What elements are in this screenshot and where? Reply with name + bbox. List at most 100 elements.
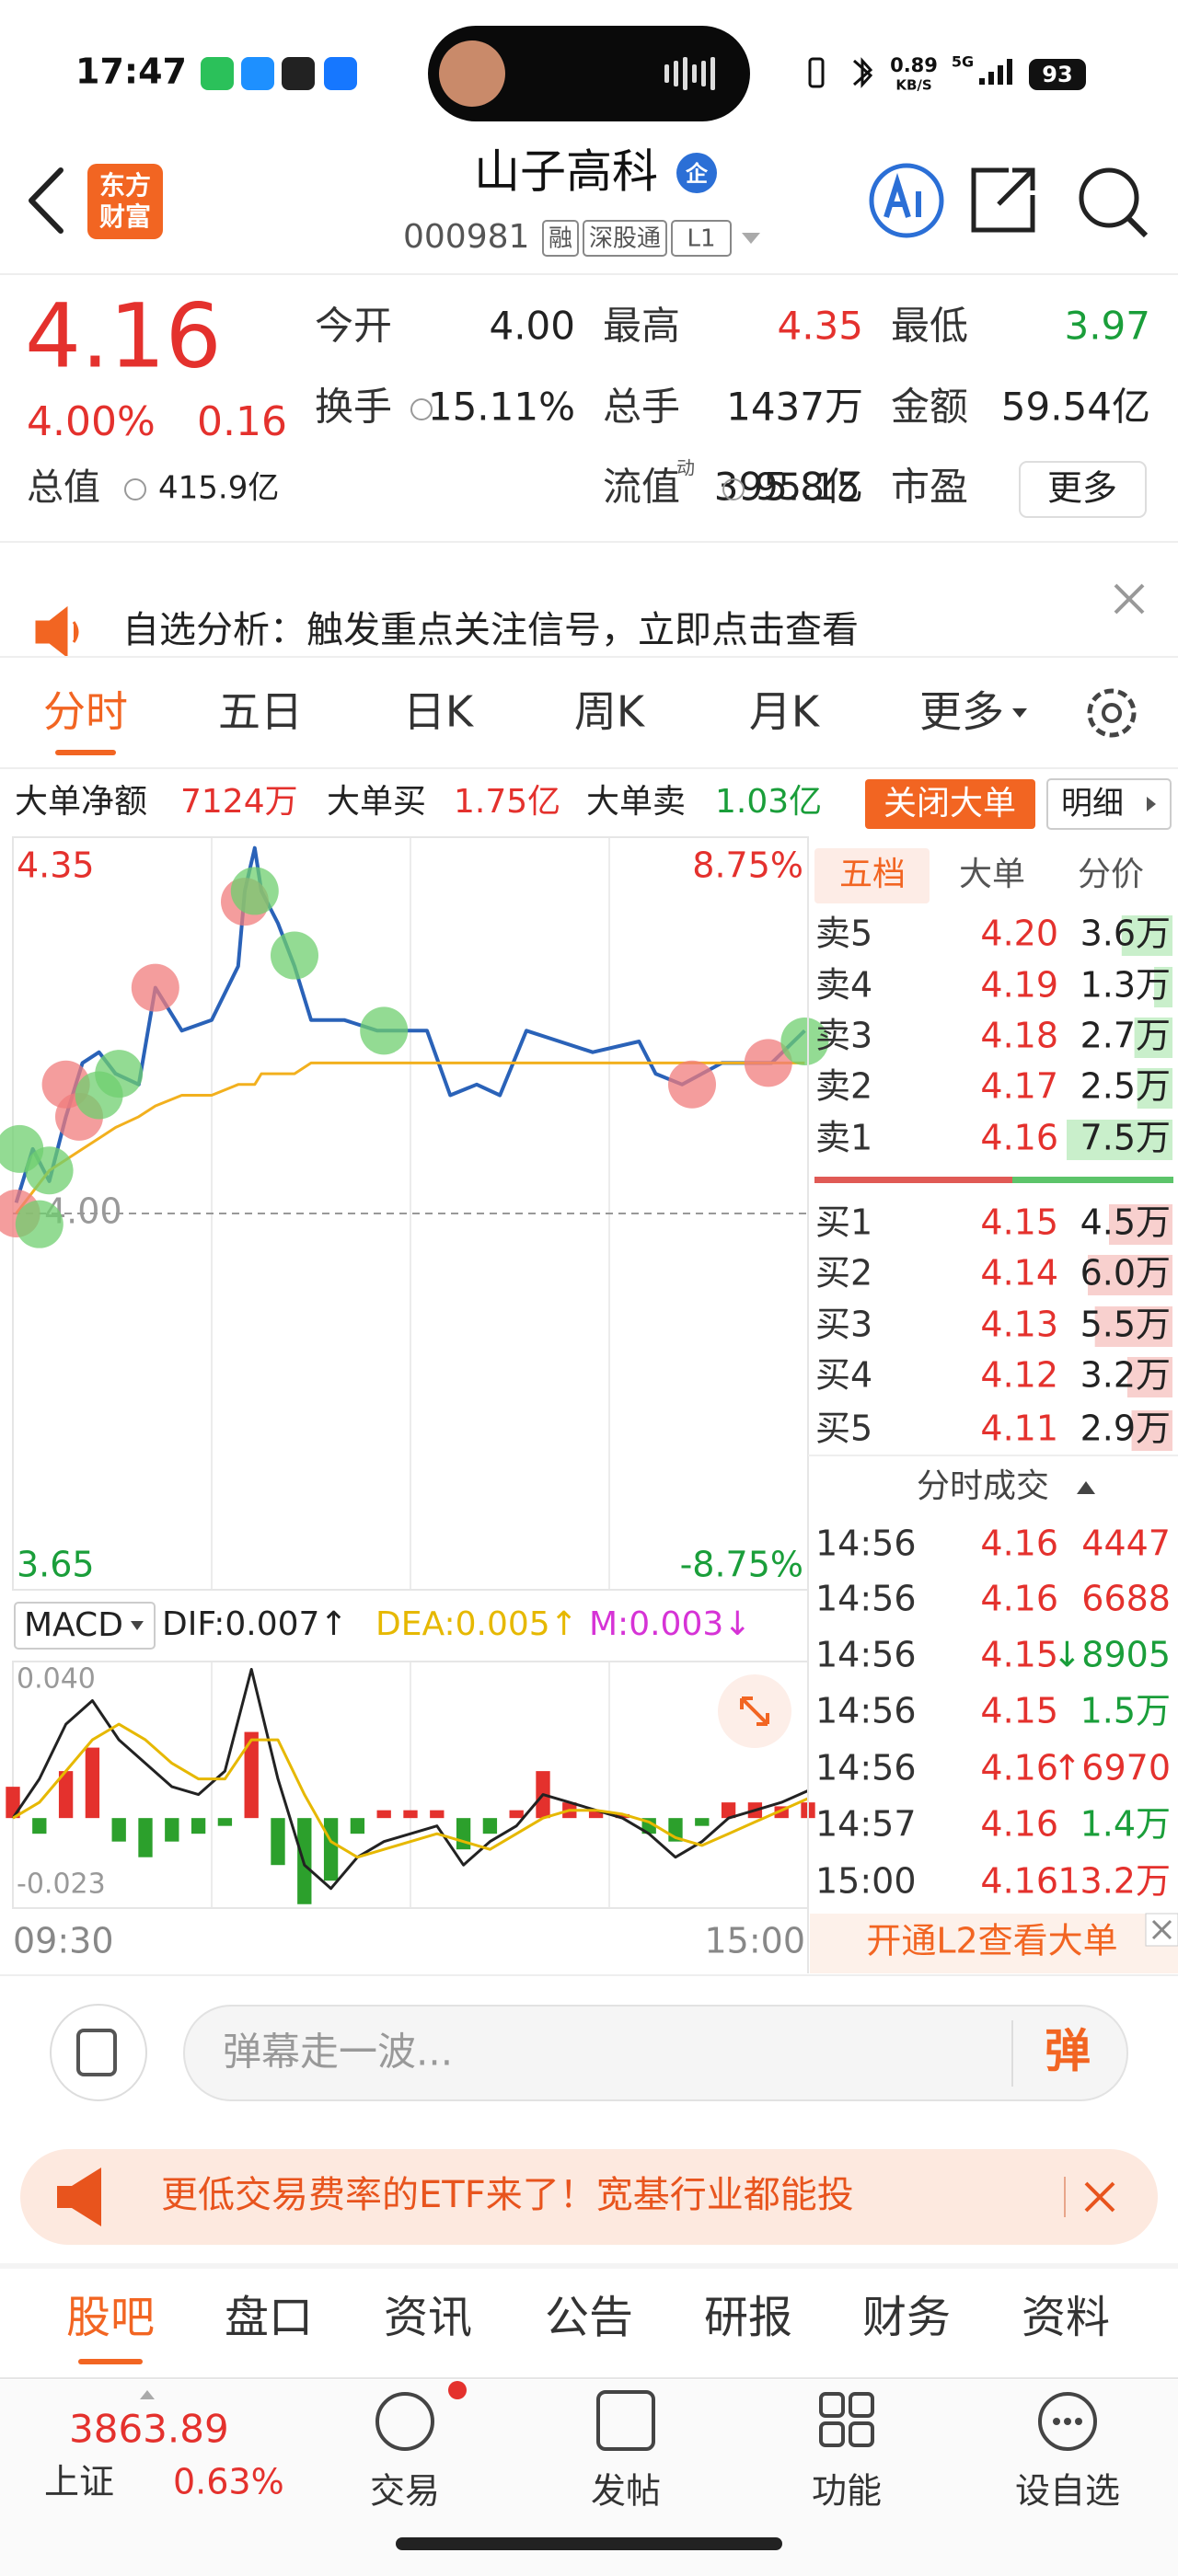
volume-bar xyxy=(1121,915,1172,956)
stat-label: 今开 xyxy=(315,304,392,349)
back-button[interactable] xyxy=(29,167,64,234)
series-line xyxy=(12,1722,809,1859)
order-price: 4.14 xyxy=(980,1253,1058,1294)
chart-tab[interactable]: 月K xyxy=(749,687,821,737)
island-wave xyxy=(692,64,697,83)
nav-label[interactable]: 交易 xyxy=(370,2471,440,2512)
volume-bar xyxy=(1131,1410,1172,1451)
chart-tab[interactable]: 分时 xyxy=(43,687,128,737)
nav-icon xyxy=(849,2421,874,2447)
battery xyxy=(1029,59,1086,90)
more-dropdown xyxy=(1012,708,1027,718)
info-icon xyxy=(410,398,433,420)
x-tick-label: 09:30 xyxy=(13,1921,114,1961)
share-button[interactable] xyxy=(971,167,1035,233)
l2-banner-bg[interactable] xyxy=(810,1914,1178,1973)
detail-button-bg[interactable] xyxy=(1046,778,1172,830)
tag-dropdown[interactable] xyxy=(742,233,760,244)
ad-text[interactable]: 更低交易费率的ETF来了！宽基行业都能投 xyxy=(161,2174,854,2216)
trade-volume: 1.4万 xyxy=(1080,1804,1171,1845)
order-book-tab[interactable]: 五档 xyxy=(839,856,906,893)
order-price: 4.16 xyxy=(980,1118,1058,1158)
ad-bg[interactable] xyxy=(20,2149,1158,2245)
index-change[interactable]: 0.63% xyxy=(173,2462,284,2502)
l2-banner[interactable]: 开通L2查看大单 xyxy=(866,1921,1117,1961)
stat-label: 最低 xyxy=(891,304,968,349)
trade-volume: ↑6970 xyxy=(1052,1748,1171,1788)
stat-value: 15.11% xyxy=(428,385,575,430)
compose-icon[interactable] xyxy=(50,2004,147,2101)
chart-tab[interactable]: 周K xyxy=(574,687,646,737)
trade-time: 14:56 xyxy=(815,1691,917,1731)
nav-label[interactable]: 设自选 xyxy=(1015,2471,1120,2512)
content-tab[interactable]: 研报 xyxy=(704,2292,792,2343)
order-book-tab[interactable]: 大单 xyxy=(959,856,1025,893)
chart-tab[interactable]: 更多 xyxy=(919,687,1004,737)
more-button-bg[interactable] xyxy=(1019,461,1147,518)
indicator-dropdown xyxy=(131,1621,144,1630)
l2-close[interactable] xyxy=(1151,1919,1172,1940)
island-wave xyxy=(710,57,715,90)
indicator-name[interactable]: MACD xyxy=(24,1606,123,1644)
vibrate-icon xyxy=(808,57,825,88)
signal-bar xyxy=(1007,59,1012,85)
index-name[interactable]: 上证 xyxy=(44,2462,114,2502)
nav-badge xyxy=(448,2381,467,2399)
big-order-bubble xyxy=(15,1200,64,1248)
content-tab[interactable]: 股吧 xyxy=(66,2292,155,2343)
settings-hole xyxy=(1102,703,1122,723)
chart-tab[interactable]: 日K xyxy=(403,687,475,737)
last-price: 4.16 xyxy=(25,284,222,387)
stock-name: 山子高科 xyxy=(474,145,658,199)
bluetooth-icon xyxy=(853,57,873,88)
nav-label[interactable]: 功能 xyxy=(812,2471,882,2512)
stock-code: 000981 xyxy=(403,218,529,256)
x-tick-label: 15:00 xyxy=(704,1921,805,1961)
search-button[interactable] xyxy=(1079,167,1139,228)
content-tab[interactable]: 盘口 xyxy=(225,2292,313,2343)
notice-close[interactable] xyxy=(1114,583,1145,615)
nav-dot xyxy=(1075,2418,1082,2425)
macd-bar xyxy=(217,1818,233,1826)
more-button[interactable]: 更多 xyxy=(1047,468,1117,509)
macd-bar xyxy=(482,1818,498,1834)
chart-tab[interactable]: 五日 xyxy=(218,687,303,737)
macd-bar xyxy=(58,1771,74,1819)
ai-button[interactable] xyxy=(869,163,944,238)
macd-bar xyxy=(456,1818,471,1850)
indicator-readout: M:0.003↓ xyxy=(589,1605,751,1643)
macd-bar xyxy=(323,1818,339,1881)
order-label: 买1 xyxy=(815,1202,872,1243)
macd-bar xyxy=(191,1818,206,1834)
stat-label: 最高 xyxy=(603,304,680,349)
ad-close[interactable] xyxy=(1084,2181,1115,2213)
content-tab[interactable]: 资料 xyxy=(1022,2292,1110,2343)
close-big-order-bg[interactable] xyxy=(865,779,1035,829)
tag-box xyxy=(583,220,667,257)
series-line xyxy=(15,1061,805,1214)
macd-bar xyxy=(376,1810,391,1819)
danmaku-button[interactable]: 弹 xyxy=(1045,2025,1091,2078)
content-tab[interactable]: 财务 xyxy=(862,2292,951,2343)
nav-label[interactable]: 发帖 xyxy=(591,2471,661,2512)
indicator-select-bg[interactable] xyxy=(14,1602,156,1650)
macd-bar xyxy=(403,1810,418,1819)
notice-text: 自选分析：触发重点关注信号，立即点击查看 xyxy=(122,609,859,651)
trades-collapse[interactable] xyxy=(1077,1481,1095,1494)
settings-button[interactable] xyxy=(1087,688,1137,738)
content-tab[interactable]: 资讯 xyxy=(384,2292,472,2343)
comment-placeholder[interactable]: 弹幕走一波... xyxy=(223,2030,453,2075)
macd-bar xyxy=(138,1818,153,1857)
info-icon xyxy=(722,478,745,500)
trades-title: 分时成交 xyxy=(917,1467,1049,1505)
signal-bar xyxy=(988,72,994,85)
ad-icon xyxy=(57,2168,101,2226)
content-tab[interactable]: 公告 xyxy=(545,2292,633,2343)
order-book-tab[interactable]: 分价 xyxy=(1078,856,1144,893)
index-value[interactable]: 3863.89 xyxy=(69,2407,229,2452)
volume-bar xyxy=(1088,1255,1172,1295)
comment-input-bg[interactable] xyxy=(183,2005,1128,2101)
detail-button[interactable]: 明细 xyxy=(1061,786,1124,822)
macd-bar xyxy=(509,1810,524,1819)
close-big-order[interactable]: 关闭大单 xyxy=(884,785,1016,822)
